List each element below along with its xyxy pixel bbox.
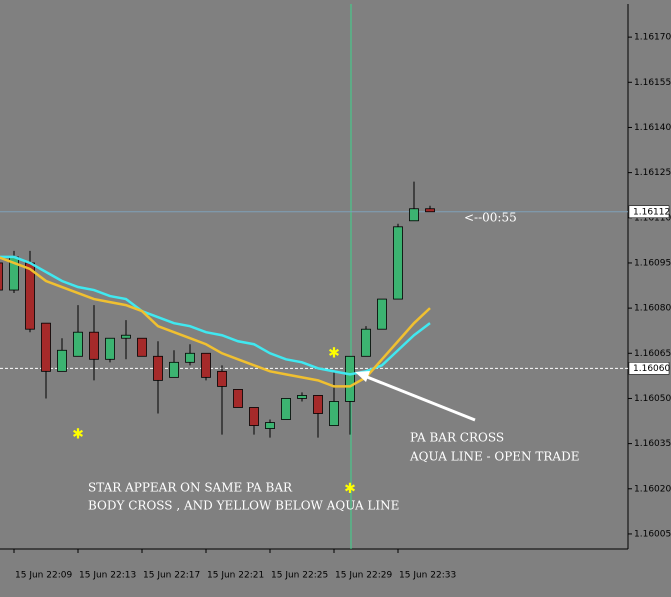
candle: [137, 337, 147, 357]
candle-body: [377, 298, 387, 330]
price-label-box: [628, 205, 670, 219]
x-tick-label: 15 Jun 22:25: [271, 571, 328, 581]
candle-body: [89, 331, 99, 360]
candle-body: [41, 322, 51, 372]
candle: [409, 181, 419, 222]
candle: [105, 337, 115, 363]
y-tick-label: 1.16035: [634, 439, 671, 449]
x-tick-label: 15 Jun 22:33: [399, 571, 456, 581]
candle-body: [313, 395, 323, 414]
candle-body: [233, 389, 243, 408]
candle-body: [361, 328, 371, 357]
candle-body: [265, 422, 275, 429]
price-label: 1.16112: [633, 207, 670, 217]
candle-body: [185, 352, 195, 363]
y-tick-label: 1.16125: [634, 168, 671, 178]
candle: [73, 305, 83, 357]
candle: [377, 298, 387, 330]
candle-body: [121, 334, 131, 339]
candle: [329, 371, 339, 426]
arrow-head: [355, 371, 370, 382]
candle-body: [297, 395, 307, 399]
moving-average: [0, 256, 431, 388]
x-tick-label: 15 Jun 22:13: [79, 571, 136, 581]
y-tick-label: 1.16005: [634, 529, 671, 539]
candle: [265, 419, 275, 438]
star-marker: ✱: [344, 481, 356, 497]
candle: [217, 365, 227, 435]
y-tick-label: 1.16155: [634, 78, 671, 88]
y-tick-label: 1.16140: [634, 123, 671, 133]
candle-body: [169, 361, 179, 378]
y-tick-label: 1.16080: [634, 304, 671, 314]
candle-body: [409, 208, 419, 222]
candle-body: [201, 352, 211, 378]
star-marker: ✱: [328, 345, 340, 361]
x-tick-label: 15 Jun 22:21: [207, 571, 264, 581]
candle: [361, 326, 371, 357]
candle-body: [73, 331, 83, 357]
candle: [393, 223, 403, 300]
candle: [233, 389, 243, 408]
annotation: AQUA LINE - OPEN TRADE: [409, 450, 579, 464]
x-tick-label: 15 Jun 22:09: [15, 571, 72, 581]
candle-body: [345, 355, 355, 402]
candle: [89, 305, 99, 381]
candle: [297, 392, 307, 402]
candle-body: [105, 337, 115, 360]
candle: [57, 338, 67, 372]
candle: [121, 320, 131, 360]
candle: [41, 322, 51, 399]
annotation: STAR APPEAR ON SAME PA BAR: [88, 481, 293, 495]
y-tick-label: 1.16065: [634, 349, 671, 359]
countdown: <--00:55: [464, 211, 517, 225]
candle: [153, 341, 163, 414]
candle: [185, 344, 195, 366]
candle-body: [57, 349, 67, 372]
candle-body: [281, 398, 291, 420]
y-tick-label: 1.16095: [634, 258, 671, 268]
plot: 1.16005 1.16020 1.16035 1.16050 1.16065 1.160…: [0, 33, 671, 581]
annotation: PA BAR CROSS: [410, 431, 504, 445]
y-tick-label: 1.16020: [634, 484, 671, 494]
candle-body: [249, 407, 259, 426]
price-label: 1.16060: [633, 364, 670, 374]
candle: [345, 355, 355, 435]
candle: [425, 205, 435, 213]
candle: [249, 407, 259, 435]
candle-body: [217, 370, 227, 387]
x-tick-label: 15 Jun 22:29: [335, 571, 392, 581]
price-label-box: [628, 362, 670, 375]
candle-body: [153, 355, 163, 381]
candle-body: [0, 262, 3, 291]
x-tick-label: 15 Jun 22:17: [143, 571, 200, 581]
y-tick-label: 1.16050: [634, 394, 671, 404]
candle-body: [425, 208, 435, 213]
candle: [201, 352, 211, 381]
annotation: BODY CROSS , AND YELLOW BELOW AQUA LINE: [88, 499, 399, 513]
candle-body: [137, 337, 147, 357]
star-marker: ✱: [72, 427, 84, 443]
candle: [169, 350, 179, 378]
y-tick-label: 1.16110: [634, 213, 671, 223]
candle-body: [393, 226, 403, 300]
candle: [281, 398, 291, 420]
y-tick-label: 1.16170: [634, 33, 671, 43]
candle: [0, 262, 3, 291]
candle-body: [329, 401, 339, 426]
arrow-shaft: [361, 373, 476, 422]
candle: [313, 395, 323, 438]
